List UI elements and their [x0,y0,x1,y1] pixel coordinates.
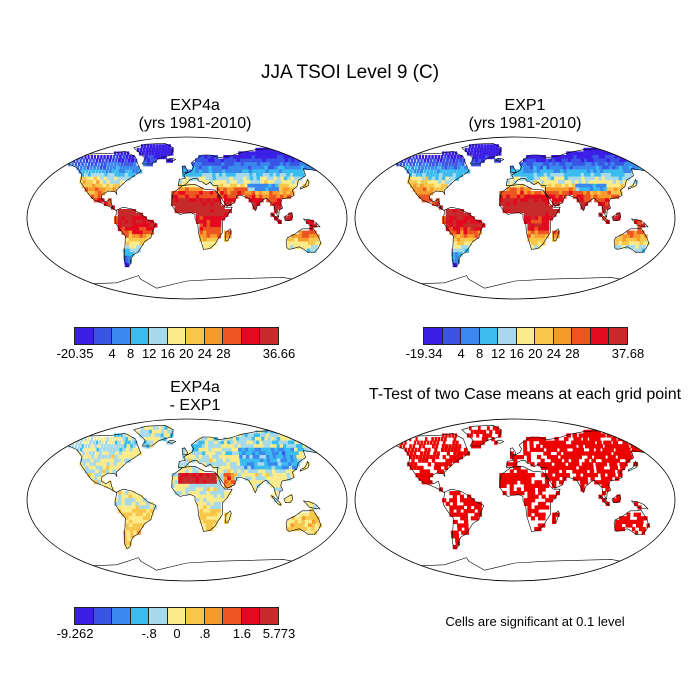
colorbar-label: 37.68 [611,346,645,361]
panel-title-line1: T-Test of two Case means at each grid po… [368,386,682,403]
colorbar-swatch [259,327,280,345]
colorbar-swatch [608,327,629,345]
colorbar-swatch [222,607,242,625]
panel-title-line2: - EXP1 [169,397,221,414]
panel-title-line1: EXP1 [504,97,546,114]
colorbar-label: 8 [127,346,135,361]
colorbar-label: -9.262 [56,626,94,641]
colorbar-label: -20.35 [56,346,94,361]
colorbar-label: 4 [108,346,116,361]
colorbar-swatch [92,327,113,345]
colorbar-swatch [166,607,187,625]
colorbar-swatch [497,327,517,345]
colorbar-swatch [111,607,131,625]
colorbar-swatch [571,327,591,345]
map-exp4a [26,136,348,300]
colorbar-swatch [111,327,131,345]
colorbar-exp4a [74,327,280,345]
colorbar-swatch [203,327,224,345]
colorbar-swatch [129,327,150,345]
colorbar-label: .8 [199,626,211,641]
colorbar-label: 16 [160,346,175,361]
panel-title-ttest: T-Test of two Case means at each grid po… [345,386,700,404]
colorbar-swatch [148,327,168,345]
colorbar-label: 5.773 [262,626,296,641]
colorbar-swatch [515,327,536,345]
panel-title-exp1: EXP1 (yrs 1981-2010) [365,97,685,133]
colorbar-swatch [240,327,261,345]
colorbar-label: 4 [457,346,465,361]
colorbar-labels-exp1: -19.34 4 8 12 16 20 24 28 37.68 [406,346,645,362]
colorbar-swatch [259,607,280,625]
map-exp1 [354,136,676,300]
figure-title: JJA TSOI Level 9 (C) [260,62,440,83]
colorbar-label: 20 [528,346,543,361]
colorbar-swatch [129,607,150,625]
colorbar-swatch [148,607,168,625]
colorbar-label: -19.34 [405,346,443,361]
colorbar-swatch [203,607,224,625]
colorbar-label: 0 [173,626,181,641]
colorbar-label: 20 [179,346,194,361]
colorbar-labels-difference: -9.262 -.8 0 .8 1.6 5.773 [57,626,296,642]
colorbar-label: 28 [565,346,580,361]
map-difference [26,418,348,582]
colorbar-label: 12 [141,346,157,361]
colorbar-swatch [222,327,242,345]
colorbar-swatch [552,327,573,345]
colorbar-label: 24 [546,346,562,361]
significance-note: Cells are significant at 0.1 level [445,614,625,629]
colorbar-label: 12 [490,346,506,361]
panel-title-line1: EXP4a [170,379,220,396]
colorbar-swatch [478,327,499,345]
colorbar-swatch [92,607,113,625]
colorbar-label: 28 [216,346,231,361]
panel-title-exp4a: EXP4a (yrs 1981-2010) [35,97,355,133]
colorbar-swatch [534,327,554,345]
colorbar-label: 36.66 [262,346,296,361]
colorbar-swatch [423,327,443,345]
colorbar-label: 8 [476,346,484,361]
colorbar-swatch [460,327,480,345]
colorbar-exp1 [423,327,629,345]
map-ttest-significance [354,418,676,582]
panel-title-line1: EXP4a [170,97,220,114]
colorbar-label: 24 [197,346,213,361]
panel-title-line2: (yrs 1981-2010) [468,115,582,132]
colorbar-swatch [74,327,94,345]
colorbar-difference [74,607,280,625]
panel-title-diff: EXP4a - EXP1 [35,379,355,415]
colorbar-swatch [589,327,610,345]
colorbar-label: 16 [509,346,524,361]
colorbar-swatch [185,327,205,345]
panel-title-line2: (yrs 1981-2010) [138,115,252,132]
colorbar-label: 1.6 [232,626,251,641]
colorbar-swatch [74,607,94,625]
colorbar-label: -.8 [141,626,157,641]
colorbar-swatch [166,327,187,345]
colorbar-swatch [185,607,205,625]
colorbar-labels-exp4a: -20.35 4 8 12 16 20 24 28 36.66 [57,346,296,362]
colorbar-swatch [240,607,261,625]
colorbar-swatch [441,327,462,345]
